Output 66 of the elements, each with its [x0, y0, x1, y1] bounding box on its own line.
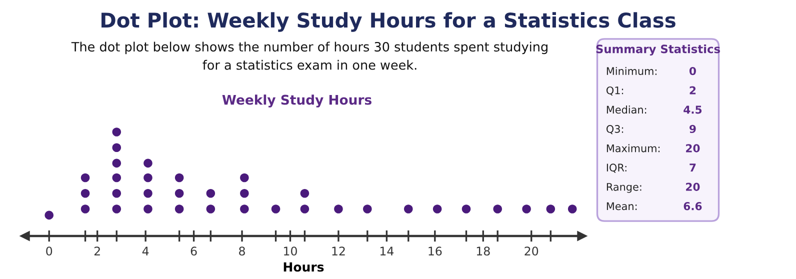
x-tick-label: 8: [239, 246, 245, 256]
x-tick-label: 6: [190, 246, 197, 256]
text: Q3:: [606, 125, 624, 134]
x-tick-label: 16: [428, 246, 442, 256]
point: [240, 173, 249, 182]
text: 9: [690, 124, 696, 134]
point: [44, 210, 54, 220]
text: 4.5: [684, 106, 702, 114]
x-axis-title: Hours: [284, 262, 324, 272]
x-tick-label: 4: [142, 246, 149, 256]
x-tick-label: 0: [46, 246, 52, 256]
point: [144, 204, 152, 214]
x-tick-label: 2: [94, 246, 100, 256]
text: Maximum:: [606, 144, 660, 152]
point: [568, 204, 577, 214]
point: [112, 204, 122, 214]
point: [546, 204, 556, 214]
point: [80, 188, 90, 198]
chart-subtitle: The dot plot below shows the number of hours 30 students spent studying for a statistics exam in one week.: [71, 42, 548, 70]
point: [112, 173, 122, 182]
point: [206, 204, 216, 214]
x-tick-label: 12: [332, 246, 345, 256]
point: [363, 204, 372, 214]
point: [112, 143, 122, 152]
point: [271, 204, 280, 214]
point: [462, 204, 471, 214]
text: Median:: [606, 106, 646, 114]
point: [144, 158, 152, 168]
text: 0: [689, 66, 696, 76]
point: [174, 204, 184, 214]
point: [112, 128, 122, 136]
point: [174, 188, 184, 198]
text: 7: [690, 164, 696, 172]
x-tick-label: 10: [284, 246, 297, 256]
point: [174, 173, 184, 182]
point: [432, 204, 442, 214]
text: Range:: [606, 183, 642, 193]
text: Mean:: [606, 202, 637, 210]
text: 2: [690, 86, 696, 94]
point: [112, 158, 122, 168]
text: Summary Statistics: [596, 44, 720, 56]
text: 20: [686, 144, 700, 152]
text: 6.6: [684, 202, 702, 210]
text: Q1:: [606, 86, 624, 96]
text: 20: [686, 182, 700, 191]
x-tick-label: 18: [476, 246, 490, 256]
point: [144, 173, 152, 182]
point: [206, 188, 216, 198]
point: [522, 204, 531, 214]
point: [144, 188, 152, 198]
point: [300, 204, 310, 214]
x-tick-label: 14: [380, 246, 394, 256]
text: Weekly Study Hours: [222, 94, 372, 108]
point: [80, 173, 90, 182]
point: [493, 204, 502, 214]
point: [240, 204, 249, 214]
text: Minimum:: [606, 66, 656, 76]
point: [334, 204, 343, 214]
chart-title: Dot Plot: Weekly Study Hours for a Statistics Class: [102, 12, 676, 32]
x-tick-label: 20: [524, 246, 538, 256]
point: [404, 204, 413, 214]
text: IQR:: [606, 164, 626, 173]
point: [112, 188, 122, 198]
point: [240, 188, 249, 198]
point: [80, 204, 90, 214]
point: [300, 188, 310, 198]
